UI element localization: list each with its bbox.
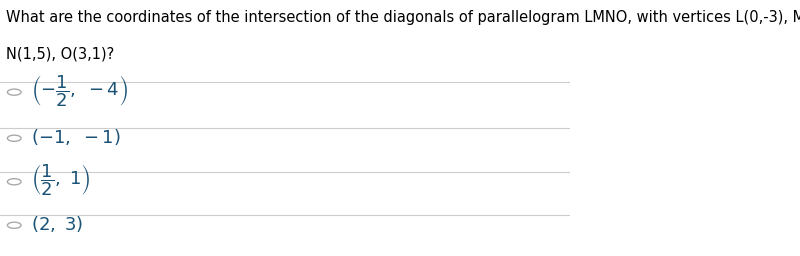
Text: $\left(\dfrac{1}{2},\ 1\right)$: $\left(\dfrac{1}{2},\ 1\right)$ (31, 163, 91, 198)
Text: $\left(-1,\ -1\right)$: $\left(-1,\ -1\right)$ (31, 127, 121, 147)
Text: N(1,5), O(3,1)?: N(1,5), O(3,1)? (6, 46, 114, 61)
Text: What are the coordinates of the intersection of the diagonals of parallelogram L: What are the coordinates of the intersec… (6, 10, 800, 25)
Text: $\left(-\dfrac{1}{2},\ -4\right)$: $\left(-\dfrac{1}{2},\ -4\right)$ (31, 73, 128, 109)
Text: $\left(2,\ 3\right)$: $\left(2,\ 3\right)$ (31, 214, 84, 234)
